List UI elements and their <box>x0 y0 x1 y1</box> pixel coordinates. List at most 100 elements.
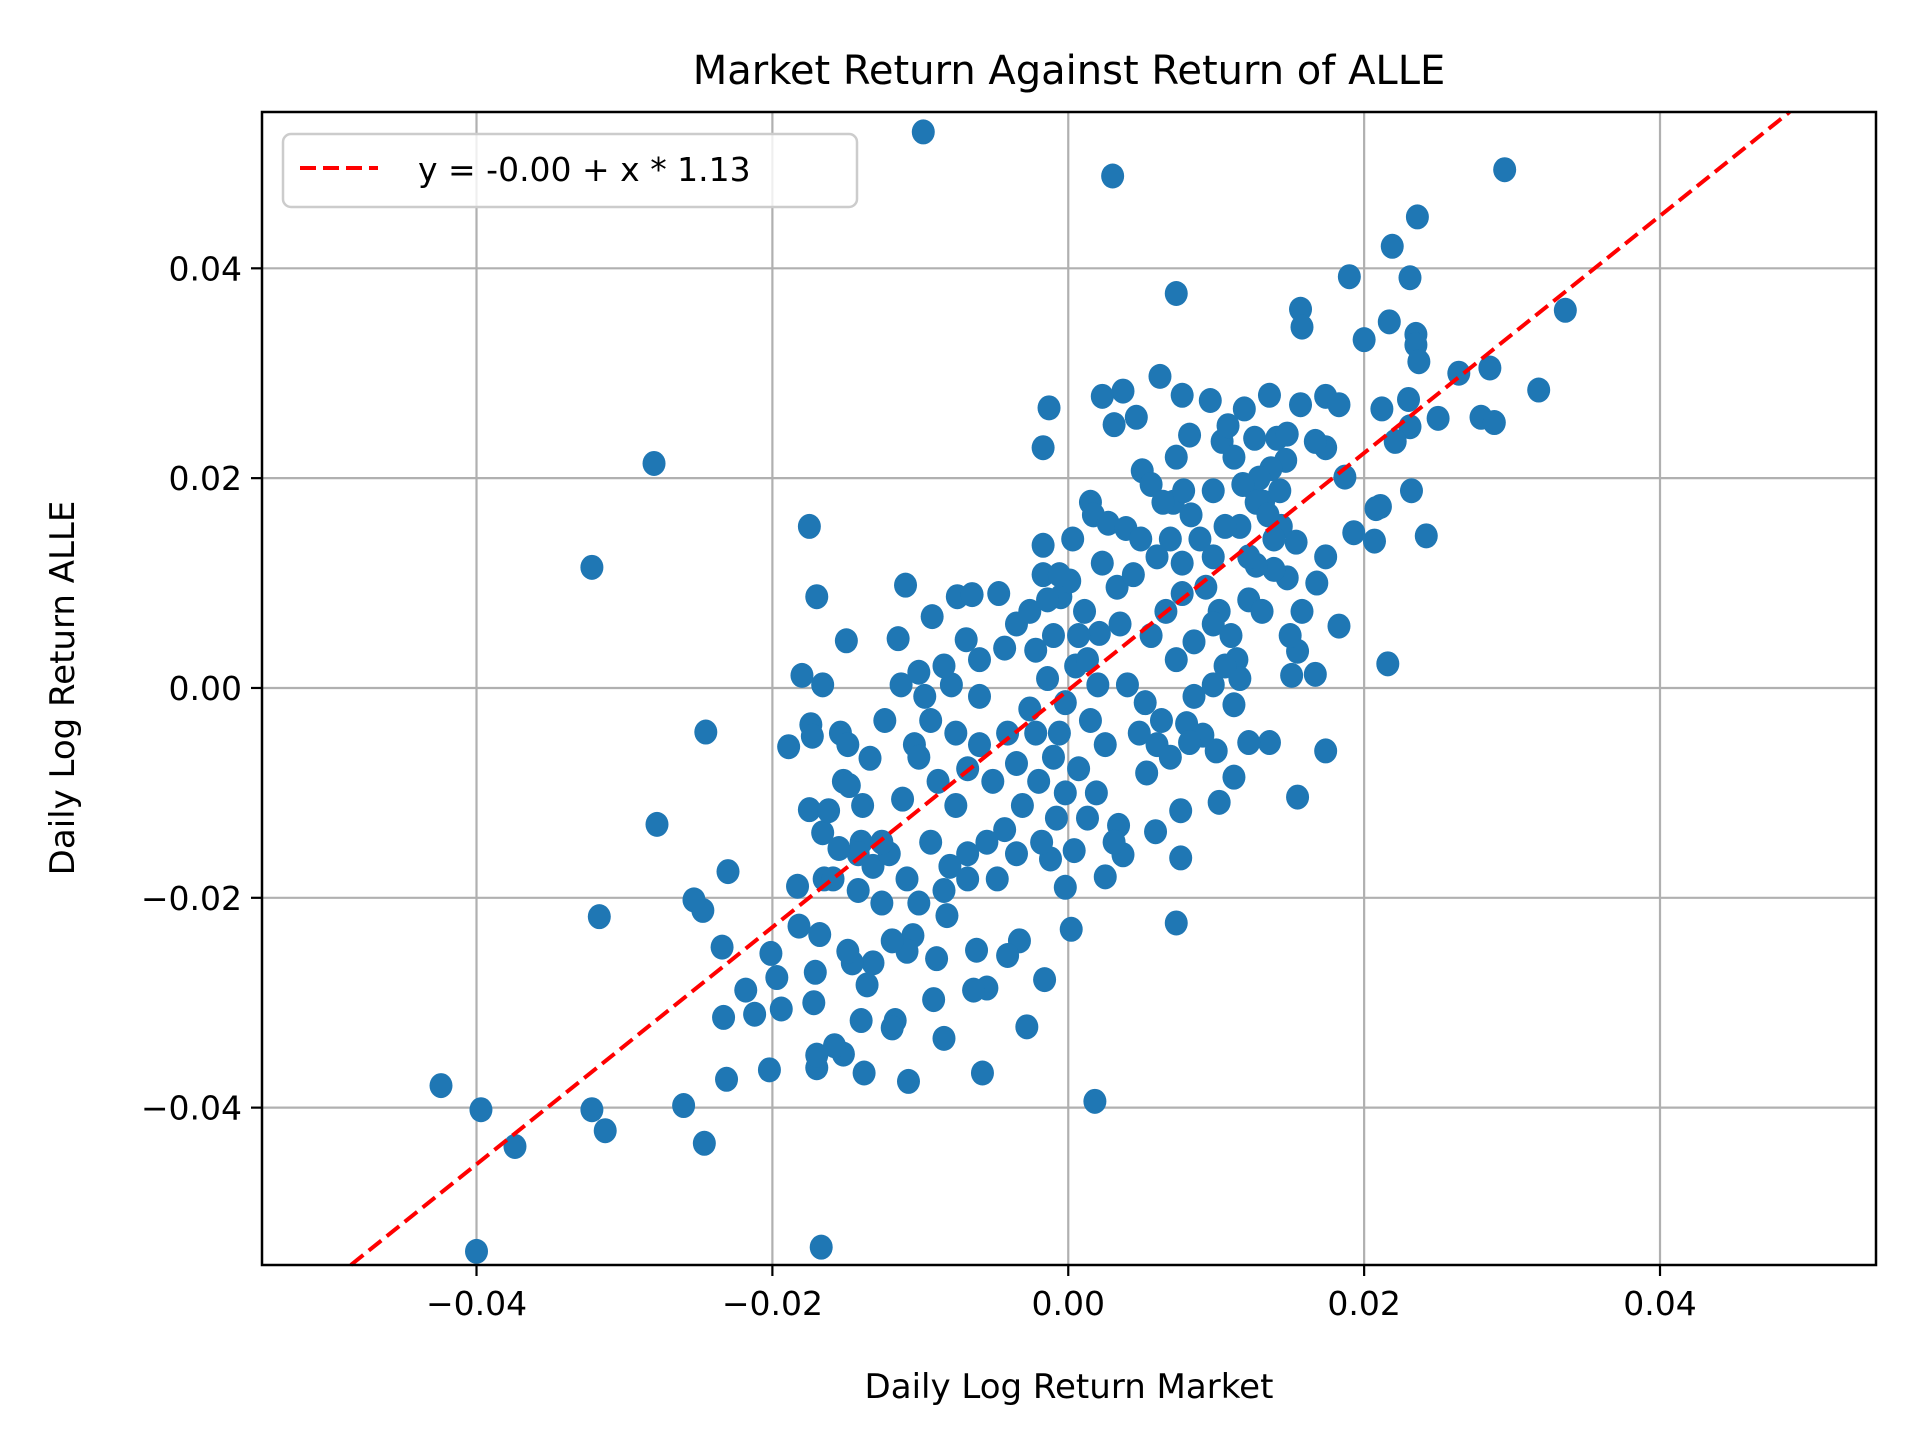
data-point <box>800 723 824 749</box>
data-point <box>817 798 841 824</box>
data-point <box>935 903 959 929</box>
data-point <box>429 1073 453 1099</box>
data-point <box>1041 623 1065 649</box>
data-point <box>938 853 962 879</box>
x-tick-label: 0.00 <box>1032 1284 1105 1323</box>
data-point <box>1368 493 1392 519</box>
data-point <box>1105 574 1129 600</box>
data-point <box>1144 819 1168 845</box>
data-point <box>1169 798 1193 824</box>
data-point <box>1151 489 1175 515</box>
data-point <box>1303 428 1327 454</box>
data-point <box>682 887 706 913</box>
data-point <box>1290 314 1314 340</box>
data-point <box>712 1004 736 1030</box>
data-point <box>1067 623 1091 649</box>
data-point <box>870 890 894 916</box>
data-point <box>1139 471 1163 497</box>
data-point <box>1164 647 1188 673</box>
data-point <box>967 732 991 758</box>
data-point <box>1102 829 1126 855</box>
data-point <box>834 628 858 654</box>
data-point <box>1170 581 1194 607</box>
data-point <box>805 584 829 610</box>
data-point <box>1179 502 1203 528</box>
data-point <box>593 1118 617 1144</box>
data-point <box>1037 395 1061 421</box>
data-point <box>1286 784 1310 810</box>
data-point <box>1036 666 1060 692</box>
data-point <box>1398 265 1422 291</box>
data-point <box>1527 377 1551 403</box>
data-point <box>907 659 931 685</box>
data-point <box>580 554 604 580</box>
data-point <box>716 859 740 885</box>
data-point <box>1158 744 1182 770</box>
data-point <box>1172 478 1196 504</box>
data-point <box>954 627 978 653</box>
data-point <box>1232 396 1256 422</box>
data-point <box>1377 309 1401 335</box>
data-point <box>855 972 879 998</box>
data-point <box>692 1130 716 1156</box>
data-point <box>1027 768 1051 794</box>
data-point <box>1398 414 1422 440</box>
data-point <box>1250 598 1274 624</box>
data-point <box>1031 532 1055 558</box>
data-point <box>1201 544 1225 570</box>
data-point <box>996 943 1020 969</box>
y-tick-label: −0.02 <box>141 879 242 918</box>
data-point <box>907 744 931 770</box>
x-axis-label: Daily Log Return Market <box>865 1367 1274 1407</box>
data-point <box>469 1097 493 1123</box>
data-point <box>1352 327 1376 353</box>
data-point <box>1047 562 1071 588</box>
data-point <box>1053 690 1077 716</box>
data-point <box>1314 738 1338 764</box>
data-point <box>987 581 1011 607</box>
data-point <box>1278 623 1302 649</box>
data-point <box>645 811 669 837</box>
data-point <box>1284 529 1308 555</box>
data-point <box>1164 444 1188 470</box>
data-point <box>1370 396 1394 422</box>
data-point <box>956 841 980 867</box>
data-point <box>1084 780 1108 806</box>
data-point <box>939 672 963 698</box>
data-point <box>1149 707 1173 733</box>
data-point <box>858 745 882 771</box>
legend-box <box>281 132 859 209</box>
data-point <box>919 707 943 733</box>
data-point <box>880 928 904 954</box>
data-point <box>1237 544 1261 570</box>
data-point <box>465 1238 489 1264</box>
data-point <box>1041 744 1065 770</box>
data-point <box>1493 157 1517 183</box>
data-point <box>1090 550 1114 576</box>
data-point <box>1216 413 1240 439</box>
data-point <box>710 934 734 960</box>
data-point <box>1405 204 1429 230</box>
data-point <box>907 890 931 916</box>
data-point <box>913 683 937 709</box>
data-point <box>1289 392 1313 418</box>
data-point <box>769 996 793 1022</box>
data-point <box>956 866 980 892</box>
data-point <box>1194 574 1218 600</box>
data-point <box>1337 264 1361 290</box>
data-point <box>996 720 1020 746</box>
y-axis-ticks: 0.04 0.02 0.00 −0.02 −0.04 <box>141 249 262 1128</box>
data-point <box>960 582 984 608</box>
data-point <box>1178 422 1202 448</box>
data-point <box>1482 410 1506 436</box>
data-point <box>1414 523 1438 549</box>
data-point <box>743 1001 767 1027</box>
data-point <box>1004 751 1028 777</box>
data-point <box>1262 556 1286 582</box>
data-point <box>811 820 835 846</box>
y-axis-label: Daily Log Return ALLE <box>43 501 83 876</box>
data-point <box>846 877 870 903</box>
data-point <box>1033 967 1057 993</box>
data-point <box>1093 732 1117 758</box>
